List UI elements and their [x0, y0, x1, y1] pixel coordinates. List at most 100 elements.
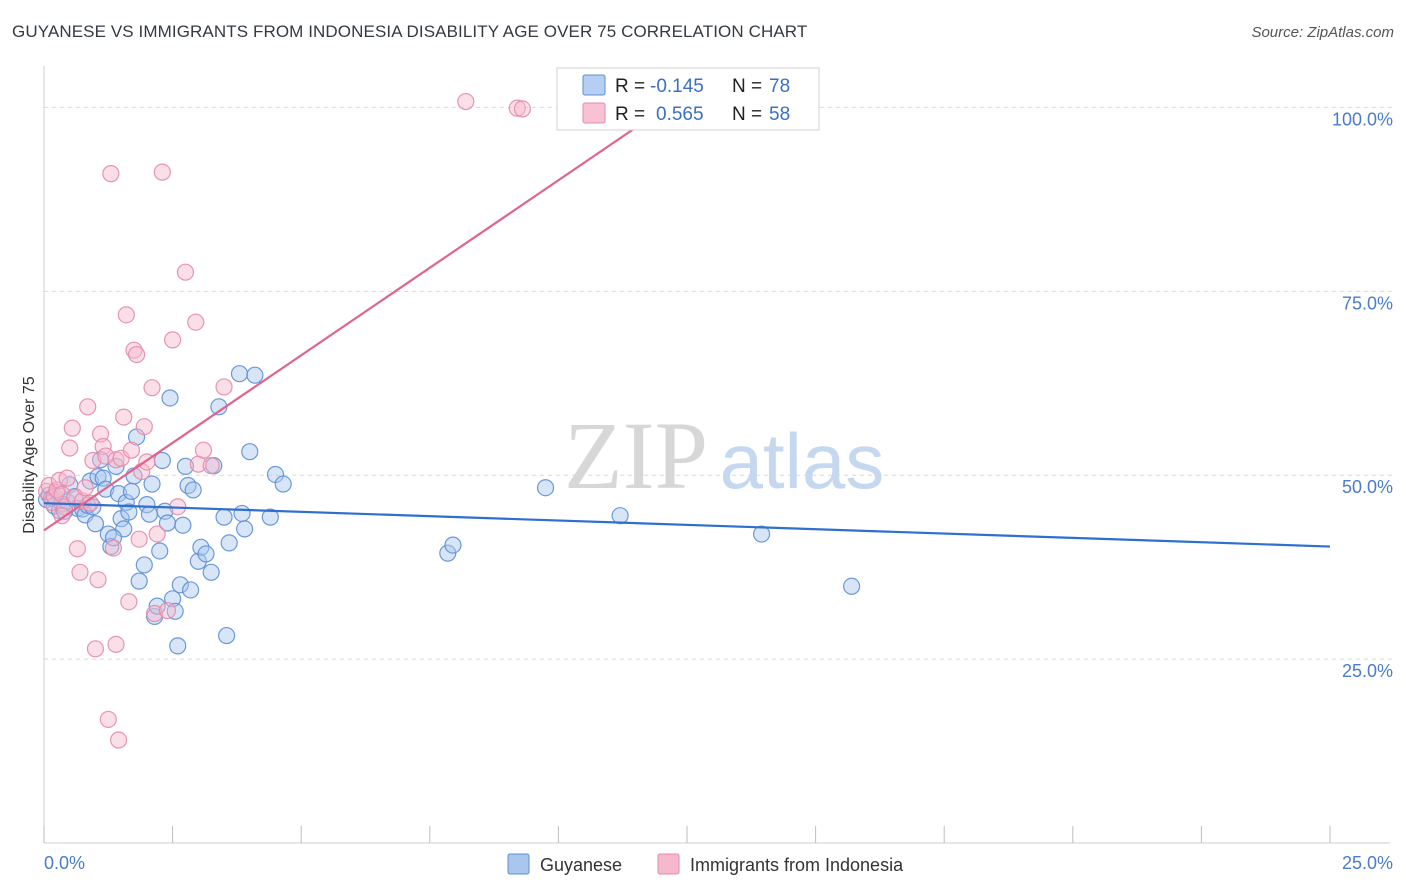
point-indonesia-29 — [115, 408, 133, 426]
point-indonesia-44 — [176, 263, 195, 281]
point-guyanese-31 — [130, 572, 148, 590]
bottom-legend-indonesia: Immigrants from Indonesia — [690, 855, 904, 875]
point-guyanese-71 — [843, 577, 861, 595]
legend-swatch-pink — [582, 102, 606, 124]
point-indonesia-24 — [102, 165, 120, 183]
point-indonesia-48 — [202, 457, 220, 475]
point-guyanese-41 — [161, 389, 179, 407]
x-tick-labels: 0.0% 25.0% — [44, 853, 1393, 873]
y-tick-label-3: 100.0% — [1332, 109, 1393, 129]
point-guyanese-45 — [171, 576, 189, 594]
point-guyanese-49 — [184, 481, 202, 499]
point-indonesia-15 — [79, 398, 97, 416]
point-guyanese-61 — [241, 443, 259, 461]
legend-n-value-2: 58 — [769, 104, 790, 125]
point-guyanese-52 — [197, 545, 215, 563]
bottom-legend-swatch-indonesia — [657, 853, 680, 875]
series-indonesia — [37, 92, 531, 749]
y-tick-label-1: 50.0% — [1342, 477, 1393, 497]
point-guyanese-47 — [176, 457, 195, 475]
point-indonesia-43 — [164, 331, 182, 349]
point-guyanese-33 — [138, 496, 156, 514]
point-indonesia-41 — [153, 163, 171, 181]
point-indonesia-53 — [68, 540, 87, 558]
watermark-atlas: atlas — [720, 417, 885, 505]
point-guyanese-18 — [94, 469, 112, 487]
legend-r-label-1: R = — [615, 76, 645, 97]
legend-n-value-1: 78 — [769, 76, 790, 97]
legend-n-label-2: N = — [732, 104, 762, 125]
point-indonesia-34 — [127, 345, 146, 364]
point-indonesia-42 — [158, 601, 177, 620]
point-indonesia-6 — [53, 485, 71, 503]
watermark: ZIP atlas — [564, 402, 884, 509]
point-indonesia-18 — [86, 640, 105, 658]
point-guyanese-44 — [169, 637, 187, 655]
point-guyanese-58 — [230, 365, 249, 383]
correlation-legend: R = -0.145 N = 78 R = 0.565 N = 58 — [556, 67, 820, 131]
trend-lines — [43, 91, 1331, 548]
point-guyanese-62 — [246, 366, 264, 384]
point-indonesia-9 — [61, 439, 79, 457]
bottom-legend-guyanese: Guyanese — [540, 855, 622, 875]
legend-r-value-1: -0.145 — [650, 76, 704, 97]
point-indonesia-57 — [107, 635, 125, 653]
point-indonesia-17 — [84, 451, 102, 470]
point-indonesia-30 — [117, 306, 135, 324]
y-tick-labels: 25.0% 50.0% 75.0% 100.0% — [1332, 109, 1393, 681]
watermark-zip: ZIP — [564, 402, 708, 509]
point-indonesia-23 — [99, 710, 117, 729]
point-indonesia-49 — [215, 378, 233, 396]
point-guyanese-77 — [202, 563, 220, 581]
point-guyanese-27 — [120, 503, 138, 521]
legend-n-label-1: N = — [732, 76, 762, 97]
point-indonesia-20 — [91, 425, 110, 443]
point-guyanese-75 — [151, 542, 169, 560]
point-indonesia-25 — [104, 539, 123, 557]
trend-line-indonesia — [43, 91, 688, 532]
source-credit: Source: ZipAtlas.com — [1251, 24, 1394, 41]
point-guyanese-34 — [140, 505, 159, 523]
point-guyanese-35 — [143, 475, 161, 493]
point-guyanese-67 — [444, 536, 462, 554]
point-guyanese-70 — [752, 525, 771, 543]
legend-r-label-2: R = — [615, 104, 645, 125]
point-indonesia-36 — [135, 418, 153, 436]
point-guyanese-68 — [536, 479, 555, 497]
point-guyanese-32 — [135, 556, 153, 574]
point-indonesia-27 — [109, 731, 128, 749]
point-indonesia-51 — [513, 100, 531, 118]
point-indonesia-14 — [76, 479, 94, 497]
point-guyanese-56 — [218, 626, 236, 645]
point-guyanese-63 — [261, 508, 279, 526]
point-guyanese-59 — [233, 504, 251, 523]
point-guyanese-60 — [236, 520, 254, 538]
point-guyanese-57 — [220, 534, 238, 552]
y-tick-label-2: 75.0% — [1342, 293, 1393, 313]
point-indonesia-39 — [145, 604, 164, 623]
point-guyanese-69 — [611, 507, 629, 525]
point-indonesia-10 — [63, 419, 81, 437]
point-indonesia-19 — [89, 571, 107, 589]
legend-r-value-2: 0.565 — [656, 104, 704, 125]
y-tick-label-0: 25.0% — [1342, 661, 1393, 681]
grid-lines — [44, 106, 1394, 660]
point-indonesia-45 — [187, 313, 205, 331]
point-indonesia-40 — [148, 525, 166, 543]
point-guyanese-28 — [122, 482, 141, 500]
point-indonesia-54 — [130, 530, 148, 548]
point-guyanese-76 — [182, 581, 200, 599]
point-guyanese-55 — [215, 508, 233, 526]
x-tick-label-min: 0.0% — [44, 853, 85, 873]
axes — [43, 66, 1390, 844]
series-guyanese — [37, 365, 861, 655]
point-indonesia-32 — [122, 441, 141, 459]
chart-title: GUYANESE VS IMMIGRANTS FROM INDONESIA DI… — [12, 22, 808, 41]
point-indonesia-31 — [120, 593, 138, 611]
x-tick-label-max: 25.0% — [1342, 853, 1393, 873]
point-indonesia-12 — [71, 563, 89, 581]
point-indonesia-50 — [508, 99, 526, 117]
trend-line-guyanese — [43, 502, 1331, 548]
point-guyanese-15 — [86, 515, 105, 533]
